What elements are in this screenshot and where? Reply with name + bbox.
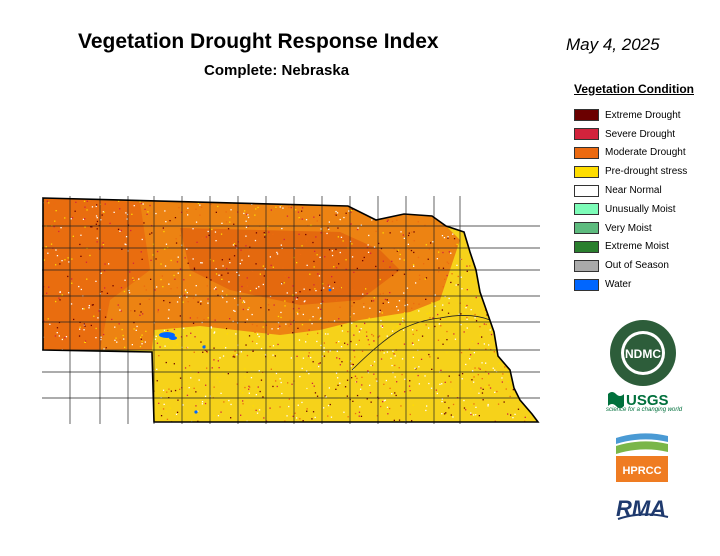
legend-item: Severe Drought [574, 125, 714, 144]
legend-swatch [574, 222, 599, 235]
legend-items: Extreme Drought Severe Drought Moderate Dr… [574, 106, 714, 294]
sandhills-drought-core [180, 228, 400, 305]
usgs-logo-text: USGS [626, 392, 669, 409]
legend-item: Extreme Drought [574, 106, 714, 125]
map-subtitle: Complete: Nebraska [204, 62, 350, 79]
legend: Vegetation Condition Extreme Drought Seve… [574, 82, 714, 294]
rma-logo: RMA [616, 496, 669, 521]
legend-swatch [574, 165, 599, 178]
legend-title: Vegetation Condition [574, 82, 694, 96]
legend-swatch [574, 259, 599, 272]
legend-item: Pre-drought stress [574, 162, 714, 181]
legend-label: Pre-drought stress [605, 166, 688, 178]
legend-label: Extreme Drought [605, 109, 681, 121]
legend-swatch [574, 146, 599, 159]
hprcc-logo: HPRCC [616, 430, 668, 482]
legend-item: Moderate Drought [574, 144, 714, 163]
legend-swatch [574, 128, 599, 141]
legend-label: Severe Drought [605, 128, 676, 140]
legend-label: Moderate Drought [605, 147, 686, 159]
legend-item: Out of Season [574, 256, 714, 275]
legend-label: Water [605, 279, 632, 291]
legend-swatch [574, 278, 599, 291]
legend-label: Very Moist [605, 222, 652, 234]
legend-swatch [574, 240, 599, 253]
legend-swatch [574, 203, 599, 216]
legend-item: Extreme Moist [574, 238, 714, 257]
platte-river-line [351, 315, 491, 371]
legend-item: Near Normal [574, 181, 714, 200]
legend-label: Out of Season [605, 260, 669, 272]
usgs-tagline: science for a changing world [606, 407, 683, 413]
map-date: May 4, 2025 [566, 35, 660, 54]
usgs-logo: USGS [608, 392, 669, 409]
ndmc-logo-text: NDMC [625, 347, 661, 361]
hprcc-logo-text: HPRCC [622, 465, 661, 477]
ndmc-logo: NDMC [610, 320, 676, 386]
map-title: Vegetation Drought Response Index [78, 30, 439, 53]
legend-label: Extreme Moist [605, 241, 669, 253]
legend-label: Near Normal [605, 185, 662, 197]
legend-swatch [574, 109, 599, 122]
legend-label: Unusually Moist [605, 203, 676, 215]
legend-item: Very Moist [574, 219, 714, 238]
legend-item: Water [574, 275, 714, 294]
legend-item: Unusually Moist [574, 200, 714, 219]
legend-swatch [574, 184, 599, 197]
county-boundaries [42, 196, 540, 424]
water-bodies [159, 288, 332, 414]
